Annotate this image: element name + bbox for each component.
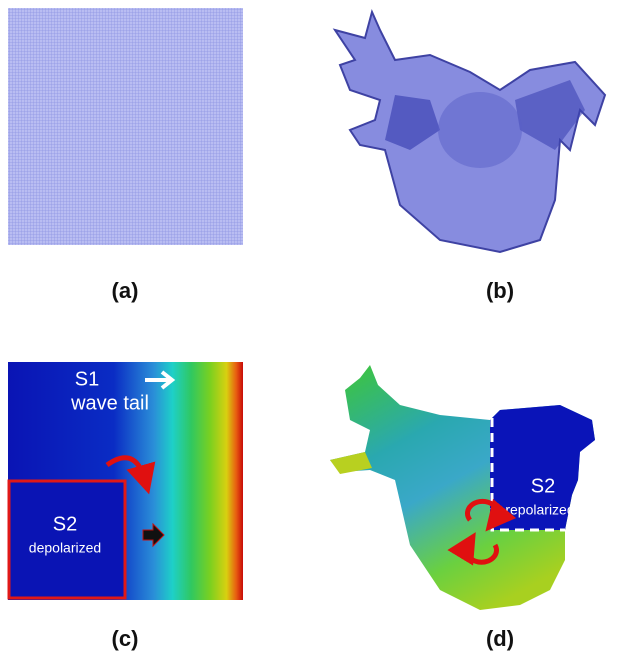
annotation: S2: [531, 475, 555, 497]
annotation: depolarized: [29, 540, 101, 556]
annotation: S1: [75, 368, 99, 390]
mesh-square: [8, 8, 243, 245]
figure: (a) (b) S1 wave tail S2 depolarized (c) …: [0, 0, 625, 659]
heart-colored: [330, 365, 595, 610]
panel-label: (c): [112, 626, 139, 651]
annotation: S2: [53, 513, 77, 535]
panel-label: (b): [486, 278, 514, 303]
panel-label: (a): [112, 278, 139, 303]
annotation: repolarized: [505, 502, 574, 518]
heart-mesh: [335, 12, 605, 252]
annotation: wave tail: [70, 392, 149, 414]
panel-label: (d): [486, 626, 514, 651]
